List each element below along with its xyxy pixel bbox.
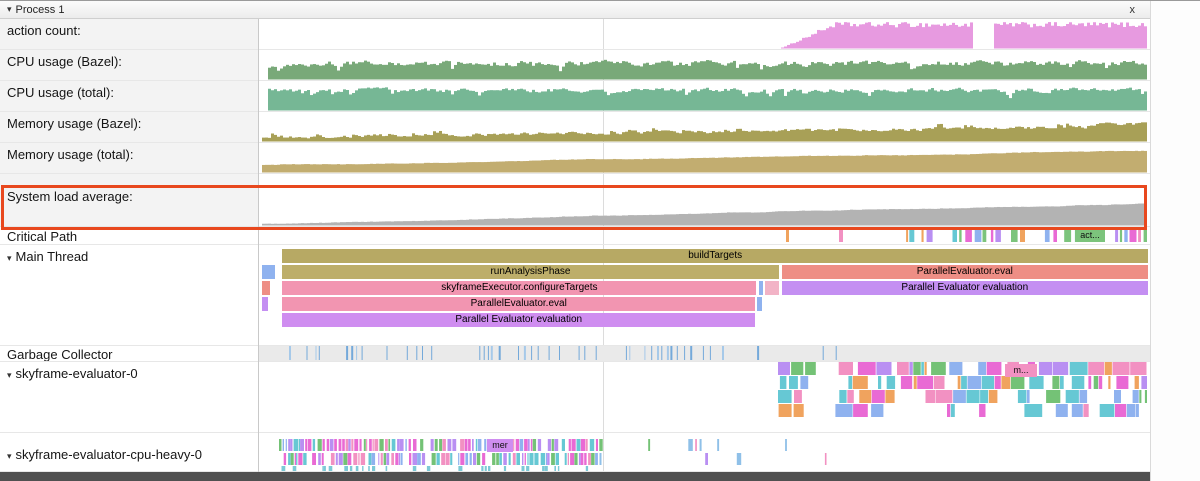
- track-label[interactable]: ▾ skyframe-evaluator-cpu-heavy-0: [0, 438, 258, 471]
- flame-slice[interactable]: ParallelEvaluator.eval: [781, 265, 1148, 279]
- track-memory-usage-bazel: Memory usage (Bazel):: [0, 112, 1150, 143]
- right-panel: File Size Stats Metrics Frame Data Input…: [1150, 1, 1200, 481]
- cpu-usage-bazel-chart[interactable]: [258, 50, 1150, 80]
- track-memory-usage-total: Memory usage (total):: [0, 143, 1150, 174]
- track-label[interactable]: ▾ Main Thread: [0, 245, 258, 345]
- garbage-collector-timeline[interactable]: [258, 346, 1150, 361]
- evaluator0-slice-label[interactable]: m...: [1005, 364, 1037, 377]
- thread-name: skyframe-evaluator-cpu-heavy-0: [15, 447, 202, 462]
- track-cpu-usage-total: CPU usage (total):: [0, 81, 1150, 112]
- close-icon[interactable]: x: [1129, 3, 1136, 16]
- flame-slice[interactable]: [758, 281, 764, 295]
- timeline-gridline: [603, 19, 604, 472]
- track-canvas: [786, 228, 1147, 242]
- flame-slice[interactable]: [262, 297, 269, 311]
- flame-slice[interactable]: [756, 297, 763, 311]
- track-label: System load average:: [0, 174, 258, 226]
- collapse-triangle-icon[interactable]: ▾: [7, 370, 12, 380]
- flame-slice[interactable]: Parallel Evaluator evaluation: [282, 313, 756, 327]
- flame-slice[interactable]: [765, 281, 779, 295]
- track-canvas: [289, 346, 837, 360]
- track-label: CPU usage (total):: [0, 81, 258, 111]
- process-header: ▾ Process 1 x: [0, 1, 1150, 19]
- process-title: Process 1: [15, 3, 65, 16]
- flame-slice[interactable]: ParallelEvaluator.eval: [282, 297, 756, 311]
- thread-name: skyframe-evaluator-0: [15, 366, 138, 381]
- critical-path-timeline[interactable]: act...: [258, 227, 1150, 244]
- evaluator-cpu-slice-label[interactable]: mer: [487, 439, 513, 452]
- flame-slice[interactable]: [262, 265, 276, 279]
- thread-name: Main Thread: [15, 249, 89, 264]
- track-garbage-collector: Garbage Collector: [0, 346, 1150, 362]
- track-action-count: action count:: [0, 19, 1150, 50]
- track-canvas: [268, 87, 1147, 111]
- memory-usage-total-chart[interactable]: [258, 143, 1150, 173]
- track-critical-path: Critical Path act...: [0, 227, 1150, 245]
- label-chart-divider: [258, 19, 259, 472]
- cpu-usage-total-chart[interactable]: [258, 81, 1150, 111]
- track-label: Memory usage (Bazel):: [0, 112, 258, 142]
- track-canvas: [279, 439, 827, 471]
- main-thread-timeline[interactable]: buildTargets runAnalysisPhase ParallelEval…: [258, 245, 1150, 345]
- track-skyframe-evaluator-cpu-heavy-0: ▾ skyframe-evaluator-cpu-heavy-0 mer: [0, 438, 1150, 472]
- critical-path-slice-label[interactable]: act...: [1075, 229, 1105, 242]
- track-label: Garbage Collector: [7, 347, 113, 361]
- track-cpu-usage-bazel: CPU usage (Bazel):: [0, 50, 1150, 81]
- collapse-triangle-icon[interactable]: ▾: [7, 4, 12, 14]
- skyframe-evaluator-cpu-heavy-0-timeline[interactable]: mer: [258, 438, 1150, 471]
- action-count-chart[interactable]: [258, 19, 1150, 49]
- track-system-load-average: System load average:: [0, 174, 1150, 227]
- track-label: action count:: [0, 19, 258, 49]
- horizontal-scrollbar[interactable]: [0, 472, 1150, 481]
- flame-slice[interactable]: [262, 281, 270, 295]
- skyframe-evaluator-0-timeline[interactable]: m...: [258, 362, 1150, 432]
- flame-slice[interactable]: buildTargets: [282, 249, 1148, 263]
- track-canvas: [262, 203, 1147, 226]
- flame-slice[interactable]: skyframeExecutor.configureTargets: [282, 281, 757, 295]
- track-label: Memory usage (total):: [0, 143, 258, 173]
- system-load-average-chart[interactable]: [258, 174, 1150, 226]
- track-label[interactable]: ▾ skyframe-evaluator-0: [0, 362, 258, 432]
- track-canvas: [268, 59, 1147, 80]
- track-skyframe-evaluator-0: ▾ skyframe-evaluator-0 m...: [0, 362, 1150, 433]
- collapse-triangle-icon[interactable]: ▾: [7, 451, 12, 461]
- track-label: Critical Path: [7, 229, 78, 244]
- flame-slice[interactable]: Parallel Evaluator evaluation: [781, 281, 1148, 295]
- track-canvas: [262, 122, 1147, 142]
- flame-slice[interactable]: runAnalysisPhase: [282, 265, 779, 279]
- track-canvas: [262, 150, 1147, 173]
- memory-usage-bazel-chart[interactable]: [258, 112, 1150, 142]
- track-label: CPU usage (Bazel):: [0, 50, 258, 80]
- track-main-thread: ▾ Main Thread buildTargets runAnalysisPhas…: [0, 245, 1150, 346]
- collapse-triangle-icon[interactable]: ▾: [7, 253, 12, 263]
- track-canvas: [781, 22, 1147, 49]
